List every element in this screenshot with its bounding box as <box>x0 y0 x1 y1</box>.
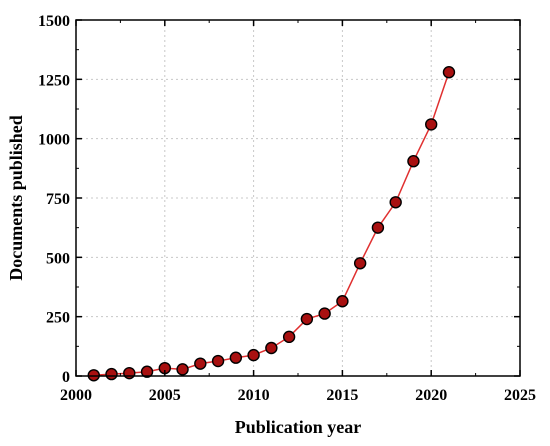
x-tick-label: 2020 <box>415 387 447 404</box>
data-point <box>442 66 456 79</box>
data-point <box>247 348 260 362</box>
data-point <box>300 312 314 326</box>
data-point <box>105 367 118 381</box>
data-point <box>211 354 225 368</box>
series-line <box>93 71 450 377</box>
data-point <box>229 351 243 364</box>
y-tick-label: 0 <box>62 369 70 386</box>
y-tick-labels: 0 250 500 750 1000 1250 1500 <box>38 13 70 386</box>
data-point <box>407 155 420 168</box>
x-tick-label: 2025 <box>504 387 536 404</box>
data-point <box>140 365 154 378</box>
y-axis-title: Documents published <box>6 115 26 281</box>
y-tick-label: 750 <box>46 191 70 208</box>
data-point <box>265 341 278 355</box>
data-point <box>194 357 207 370</box>
data-point <box>389 196 402 209</box>
data-point <box>371 221 385 234</box>
x-tick-label: 2010 <box>238 387 270 404</box>
y-tick-label: 1000 <box>38 132 70 149</box>
data-point <box>336 295 349 308</box>
x-tick-label: 2005 <box>149 387 181 404</box>
data-point <box>353 257 367 270</box>
y-tick-label: 250 <box>46 310 70 327</box>
data-point <box>425 118 438 131</box>
y-tick-label: 1250 <box>38 72 70 89</box>
axis-ticks <box>75 19 521 377</box>
y-tick-label: 1500 <box>38 13 70 30</box>
data-point <box>123 366 136 380</box>
data-points <box>87 66 456 382</box>
data-point <box>318 307 331 320</box>
y-tick-label: 500 <box>46 250 70 267</box>
data-point <box>282 330 296 344</box>
x-tick-labels: 2000 2005 2010 2015 2020 2025 <box>60 387 536 404</box>
series-line-layer <box>93 71 450 377</box>
data-point <box>176 363 189 376</box>
x-axis-title: Publication year <box>235 417 362 437</box>
x-tick-label: 2015 <box>326 387 358 404</box>
x-tick-label: 2000 <box>60 387 92 404</box>
